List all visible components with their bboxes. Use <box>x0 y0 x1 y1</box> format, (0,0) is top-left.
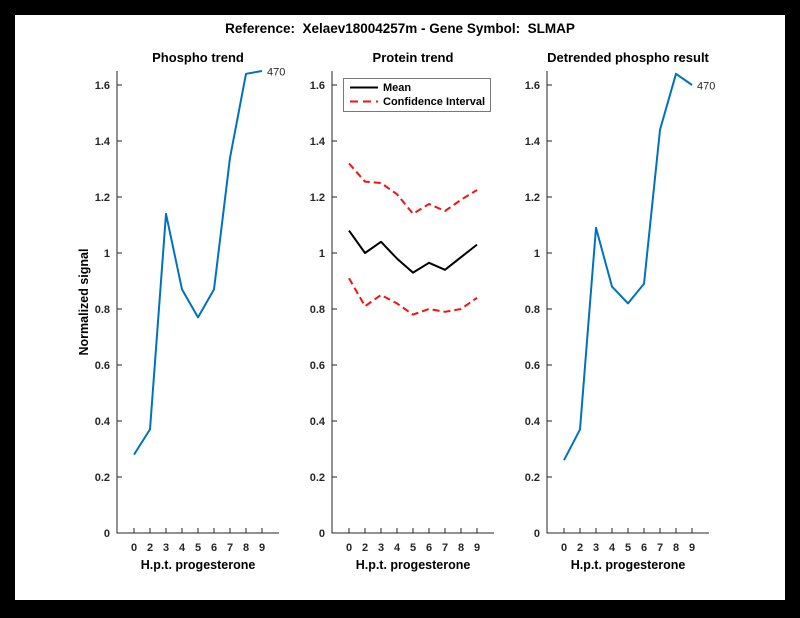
x-tick-label: 6 <box>426 542 432 554</box>
series-phospho-signal <box>133 70 263 456</box>
legend: Mean Confidence Interval <box>343 78 491 112</box>
y-tick-label: 1 <box>319 248 325 260</box>
y-tick-label: 1.2 <box>525 192 540 204</box>
y-tick-label: 1.6 <box>310 80 325 92</box>
x-tick-label: 7 <box>442 542 448 554</box>
y-tick-label: 0 <box>319 528 325 540</box>
x-tick-label: 2 <box>147 542 153 554</box>
y-tick-label: 0 <box>534 528 540 540</box>
y-tick-label: 0.8 <box>525 304 540 316</box>
line-end-annotation: 470 <box>697 81 715 93</box>
x-tick-label: 5 <box>625 542 631 554</box>
x-tick-label: 9 <box>259 542 265 554</box>
legend-label: Confidence Interval <box>383 96 485 108</box>
x-tick-label: 3 <box>593 542 599 554</box>
y-tick-label: 1.4 <box>95 136 111 148</box>
y-tick-label: 1 <box>534 248 540 260</box>
y-tick-label: 0.4 <box>95 416 111 428</box>
subplot-protein-trend: 00.20.40.60.811.21.41.60 2 3 4 5 6 7 8 9H.p.t. p… <box>310 50 494 572</box>
x-tick-label: 9 <box>689 542 695 554</box>
x-axis-label: H.p.t. progesterone <box>356 558 471 572</box>
legend-label: Mean <box>383 82 411 94</box>
y-tick-label: 1.4 <box>310 136 326 148</box>
subplot-phospho-trend: 00.20.40.60.811.21.41.60 2 3 4 5 6 7 8 9H.p.t. p… <box>77 50 285 572</box>
subplot-title: Phospho trend <box>152 50 244 65</box>
series-confidence-interval-lower <box>348 277 478 316</box>
x-tick-label: 5 <box>195 542 201 554</box>
x-tick-label: 8 <box>673 542 679 554</box>
y-tick-label: 0.6 <box>310 360 325 372</box>
x-tick-label: 0 <box>346 542 352 554</box>
y-tick-label: 1.6 <box>525 80 540 92</box>
y-tick-label: 0.4 <box>310 416 326 428</box>
y-tick-label: 0.4 <box>525 416 541 428</box>
x-tick-label: 5 <box>410 542 416 554</box>
x-tick-label: 8 <box>243 542 249 554</box>
x-axis-label: H.p.t. progesterone <box>141 558 256 572</box>
x-tick-label: 4 <box>394 542 401 554</box>
x-tick-label: 0 <box>561 542 567 554</box>
x-tick-label: 6 <box>641 542 647 554</box>
x-tick-label: 2 <box>577 542 583 554</box>
y-tick-label: 1.6 <box>95 80 110 92</box>
y-tick-label: 0.2 <box>95 472 110 484</box>
x-tick-label: 7 <box>227 542 233 554</box>
series-mean <box>348 230 478 274</box>
y-tick-label: 0.6 <box>95 360 110 372</box>
x-tick-label: 3 <box>378 542 384 554</box>
y-tick-label: 0.6 <box>525 360 540 372</box>
x-tick-label: 2 <box>362 542 368 554</box>
x-tick-label: 7 <box>657 542 663 554</box>
y-tick-label: 1 <box>104 248 110 260</box>
y-tick-label: 0.8 <box>310 304 325 316</box>
x-tick-label: 6 <box>211 542 217 554</box>
subplot-title: Protein trend <box>373 50 454 65</box>
x-tick-label: 8 <box>458 542 464 554</box>
x-tick-label: 4 <box>609 542 616 554</box>
y-tick-label: 1.2 <box>310 192 325 204</box>
x-tick-label: 4 <box>179 542 186 554</box>
x-tick-label: 0 <box>131 542 137 554</box>
y-tick-label: 1.4 <box>525 136 541 148</box>
axes-spines <box>116 71 279 534</box>
series-detrended-phospho-signal <box>563 72 693 461</box>
y-tick-label: 1.2 <box>95 192 110 204</box>
y-tick-label: 0.2 <box>310 472 325 484</box>
figure-title: Reference: Xelaev18004257m - Gene Symbol… <box>225 21 575 36</box>
y-tick-label: 0 <box>104 528 110 540</box>
y-tick-label: 0.2 <box>525 472 540 484</box>
subplot-detrended-phospho-result: 00.20.40.60.811.21.41.60 2 3 4 5 6 7 8 9H.p.t. p… <box>525 50 716 572</box>
x-axis-label: H.p.t. progesterone <box>571 558 686 572</box>
x-tick-label: 3 <box>163 542 169 554</box>
y-tick-label: 0.8 <box>95 304 110 316</box>
y-axis-label: Normalized signal <box>77 249 91 356</box>
figure-area: Reference: Xelaev18004257m - Gene Symbol… <box>15 15 785 600</box>
x-tick-label: 9 <box>474 542 480 554</box>
series-confidence-interval-upper <box>348 162 478 215</box>
subplot-title: Detrended phospho result <box>547 50 709 65</box>
legend-box <box>343 78 491 112</box>
line-end-annotation: 470 <box>267 67 285 79</box>
